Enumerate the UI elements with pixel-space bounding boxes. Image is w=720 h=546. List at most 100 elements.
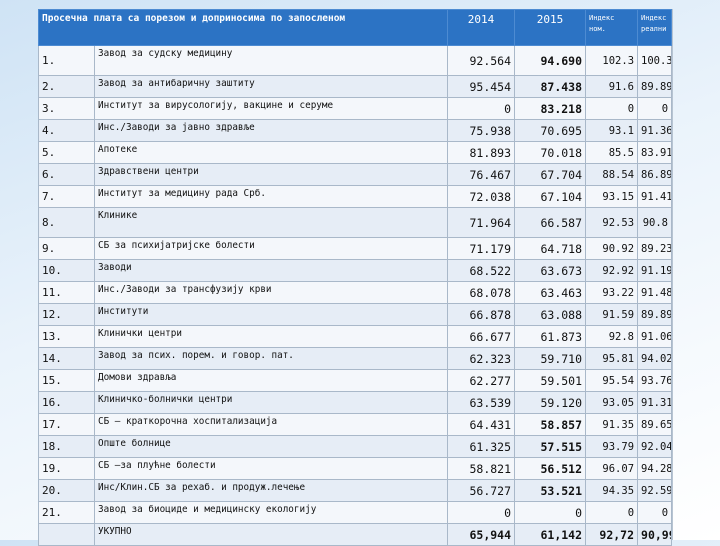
table-body: 1. Завод за судску медицину 92.564 94.690 10… (38, 45, 673, 546)
value-2014: 64.431 (447, 413, 516, 436)
institution-name: Институт за медицину рада Срб. (93, 185, 449, 208)
row-number: 3. (38, 97, 95, 120)
index-nominal: 94.35 (585, 479, 639, 502)
table-row: 3. Институт за вирусологију, вакцине и се… (38, 97, 673, 120)
value-2014: 63.539 (447, 391, 516, 414)
row-number: 18. (38, 435, 95, 458)
index-real: 94.02 (637, 347, 673, 370)
value-2014: 0 (447, 97, 516, 120)
table-row: 8. Клинике 71.964 66.587 92.53 90.8 (38, 207, 673, 238)
row-number: 11. (38, 281, 95, 304)
index-nominal: 0 (585, 501, 639, 524)
institution-name: Инс/Клин.СБ за рехаб. и продуж.лечење (93, 479, 449, 502)
value-2015: 70.018 (514, 141, 587, 164)
value-2015: 0 (514, 501, 587, 524)
value-2014: 68.078 (447, 281, 516, 304)
value-2015: 64.718 (514, 237, 587, 260)
index-nominal: 93.79 (585, 435, 639, 458)
institution-name: Апотеке (93, 141, 449, 164)
total-2014: 65,944 (447, 523, 516, 546)
value-2014: 66.677 (447, 325, 516, 348)
value-2015: 87.438 (514, 75, 587, 98)
index-nominal: 96.07 (585, 457, 639, 480)
institution-name: СБ – краткорочна хоспитализација (93, 413, 449, 436)
value-2014: 71.964 (447, 207, 516, 238)
index-nominal: 85.5 (585, 141, 639, 164)
table-row: 15. Домови здравља 62.277 59.501 95.54 93.76 (38, 369, 673, 392)
table-row: 18. Опште болнице 61.325 57.515 93.79 92.04 (38, 435, 673, 458)
table-row: 13. Клинички центри 66.677 61.873 92.8 91.06 (38, 325, 673, 348)
index-real: 91.48 (637, 281, 673, 304)
table-row: 2. Завод за антибаричну заштиту 95.454 87.4… (38, 75, 673, 98)
index-nominal: 93.15 (585, 185, 639, 208)
value-2015: 63.673 (514, 259, 587, 282)
institution-name: Институти (93, 303, 449, 326)
index-nominal: 92.53 (585, 207, 639, 238)
table-row: 1. Завод за судску медицину 92.564 94.690 10… (38, 45, 673, 76)
total-number (38, 523, 95, 546)
row-number: 12. (38, 303, 95, 326)
value-2015: 83.218 (514, 97, 587, 120)
index-nominal: 90.92 (585, 237, 639, 260)
index-real: 89.65 (637, 413, 673, 436)
index-nominal: 88.54 (585, 163, 639, 186)
index-real: 89.89 (637, 303, 673, 326)
row-number: 4. (38, 119, 95, 142)
institution-name: Институт за вирусологију, вакцине и серу… (93, 97, 449, 120)
institution-name: Клинички центри (93, 325, 449, 348)
value-2015: 59.501 (514, 369, 587, 392)
institution-name: Здравствени центри (93, 163, 449, 186)
institution-name: Опште болнице (93, 435, 449, 458)
value-2014: 95.454 (447, 75, 516, 98)
institution-name: Завод за биоциде и медицинску екологију (93, 501, 449, 524)
row-number: 6. (38, 163, 95, 186)
row-number: 15. (38, 369, 95, 392)
index-real: 89.89 (637, 75, 673, 98)
institution-name: Клинике (93, 207, 449, 238)
row-number: 8. (38, 207, 95, 238)
index-nominal: 91.6 (585, 75, 639, 98)
table-row: 16. Клиничко-болнички центри 63.539 59.120 9… (38, 391, 673, 414)
total-label: УКУПНО (93, 523, 449, 546)
value-2015: 59.120 (514, 391, 587, 414)
index-nominal: 93.05 (585, 391, 639, 414)
value-2014: 56.727 (447, 479, 516, 502)
institution-name: Завод за антибаричну заштиту (93, 75, 449, 98)
value-2015: 70.695 (514, 119, 587, 142)
index-real: 92.59 (637, 479, 673, 502)
row-number: 9. (38, 237, 95, 260)
index-nominal: 93.22 (585, 281, 639, 304)
value-2014: 92.564 (447, 45, 516, 76)
index-real: 90.8 (637, 207, 673, 238)
value-2015: 57.515 (514, 435, 587, 458)
index-real: 92.04 (637, 435, 673, 458)
row-number: 14. (38, 347, 95, 370)
row-number: 16. (38, 391, 95, 414)
row-number: 20. (38, 479, 95, 502)
index-nominal: 95.81 (585, 347, 639, 370)
row-number: 10. (38, 259, 95, 282)
value-2014: 81.893 (447, 141, 516, 164)
total-index-nominal: 92,72 (585, 523, 639, 546)
index-real: 100.38 (637, 45, 673, 76)
index-real: 91.41 (637, 185, 673, 208)
table-row: 14. Завод за псих. порем. и говор. пат. 62… (38, 347, 673, 370)
index-real: 91.36 (637, 119, 673, 142)
value-2014: 62.323 (447, 347, 516, 370)
total-index-real: 90,99 (637, 523, 673, 546)
value-2014: 62.277 (447, 369, 516, 392)
institution-name: Инс./Заводи за јавно здравље (93, 119, 449, 142)
value-2015: 63.088 (514, 303, 587, 326)
value-2014: 58.821 (447, 457, 516, 480)
table-row: 17. СБ – краткорочна хоспитализација 64.43… (38, 413, 673, 436)
index-real: 91.19 (637, 259, 673, 282)
col-index-nominal-header: Индекс ном. (585, 9, 639, 46)
index-nominal: 102.3 (585, 45, 639, 76)
value-2014: 61.325 (447, 435, 516, 458)
row-number: 19. (38, 457, 95, 480)
row-number: 7. (38, 185, 95, 208)
col-2015-header: 2015 (514, 9, 587, 46)
institution-name: СБ за психијатријске болести (93, 237, 449, 260)
index-nominal: 93.1 (585, 119, 639, 142)
